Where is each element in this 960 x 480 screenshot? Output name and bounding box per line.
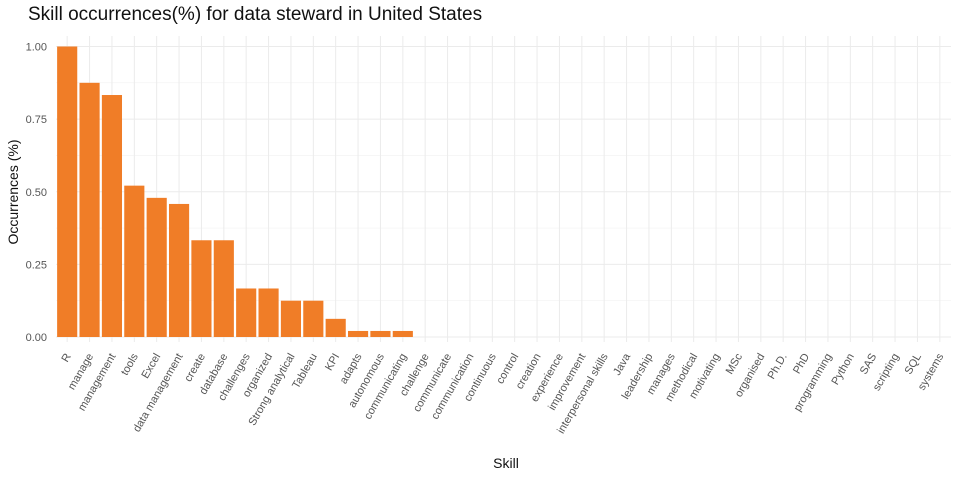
bar (280, 300, 302, 337)
y-tick-label: 1.00 (26, 42, 47, 54)
bar (57, 46, 78, 337)
x-axis-title: Skill (493, 455, 519, 471)
bar (79, 82, 100, 337)
y-axis-title: Occurrences (%) (5, 139, 21, 244)
x-tick-label: tools (119, 351, 141, 378)
bars (57, 46, 413, 338)
x-tick-label: R (59, 351, 73, 364)
bar (370, 330, 391, 337)
bar (392, 330, 413, 337)
bar (168, 203, 190, 337)
x-tick-label: Ph.D. (766, 352, 790, 382)
bar (258, 288, 279, 337)
y-tick-label: 0.25 (26, 259, 47, 271)
x-tick-label: Excel (139, 352, 163, 381)
y-tick-label: 0.00 (26, 332, 47, 344)
bar (325, 318, 346, 337)
x-tick-label: SQL (903, 352, 924, 377)
bar (191, 240, 212, 337)
bar (124, 185, 145, 337)
y-tick-label: 0.75 (26, 114, 47, 126)
bar (213, 240, 234, 337)
bar (101, 95, 123, 338)
bar (236, 288, 257, 337)
bar (303, 300, 324, 337)
bar (347, 330, 369, 337)
bar (146, 197, 167, 337)
gridlines (56, 36, 951, 342)
x-tick-label: SAS (858, 352, 879, 377)
chart-title: Skill occurrences(%) for data steward in… (28, 4, 483, 25)
x-tick-label: MSc (724, 351, 746, 376)
x-tick-label: KPI (323, 352, 342, 373)
x-tick-label: Python (829, 352, 857, 388)
y-tick-label: 0.50 (26, 187, 47, 199)
y-tick-labels: 0.00 0.25 0.50 0.75 1.00 (26, 42, 47, 345)
x-tick-label: PhD (791, 351, 812, 376)
x-tick-label: Java (611, 351, 633, 378)
